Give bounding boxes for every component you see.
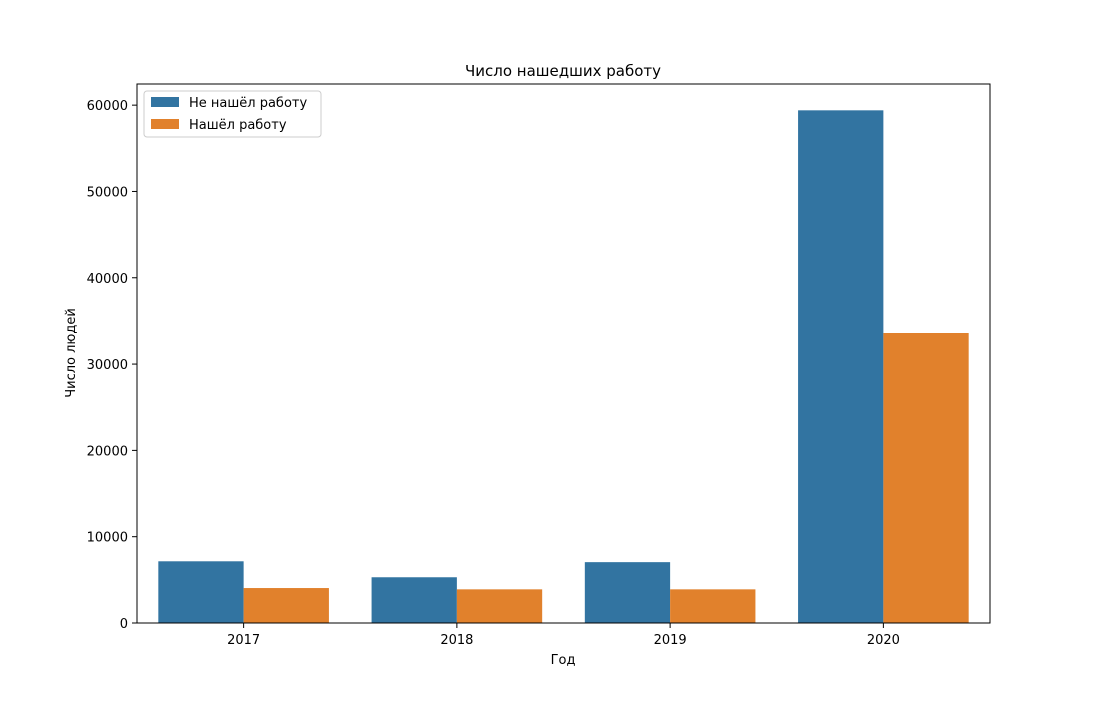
bar-2018-not-found — [371, 577, 457, 623]
y-tick-label-50000: 50000 — [87, 185, 128, 200]
legend-label-found: Нашёл работу — [189, 118, 287, 133]
bar-2020-found — [883, 333, 969, 623]
bar-2019-found — [670, 589, 756, 623]
y-tick-label-40000: 40000 — [87, 272, 128, 287]
y-tick-label-30000: 30000 — [87, 358, 128, 373]
x-axis: 2017 2018 2019 2020 — [227, 623, 900, 648]
chart-title: Число нашедших работу — [465, 62, 661, 80]
bars-layer — [158, 110, 969, 623]
legend-swatch-found — [151, 119, 179, 129]
x-tick-label-2020: 2020 — [867, 633, 900, 648]
bar-2018-found — [456, 589, 543, 623]
legend-swatch-not-found — [151, 97, 179, 107]
y-tick-label-0: 0 — [120, 617, 128, 632]
legend: Не нашёл работу Нашёл работу — [143, 90, 322, 138]
y-tick-label-10000: 10000 — [87, 531, 128, 546]
x-tick-label-2017: 2017 — [227, 633, 260, 648]
y-axis-label: Число людей — [64, 308, 79, 398]
bar-2020-not-found — [798, 110, 884, 623]
x-axis-label: Год — [551, 653, 576, 668]
x-tick-label-2019: 2019 — [654, 633, 687, 648]
y-tick-label-60000: 60000 — [87, 99, 128, 114]
plot-area-frame — [136, 83, 991, 624]
bar-2017-found — [243, 588, 329, 623]
y-tick-label-20000: 20000 — [87, 444, 128, 459]
legend-frame — [143, 90, 322, 138]
x-tick-label-2018: 2018 — [440, 633, 473, 648]
y-axis: 0 10000 20000 30000 40000 50000 60000 — [87, 99, 137, 632]
bar-2017-not-found — [158, 561, 244, 623]
bar-2019-not-found — [584, 562, 671, 623]
legend-label-not-found: Не нашёл работу — [189, 96, 307, 111]
